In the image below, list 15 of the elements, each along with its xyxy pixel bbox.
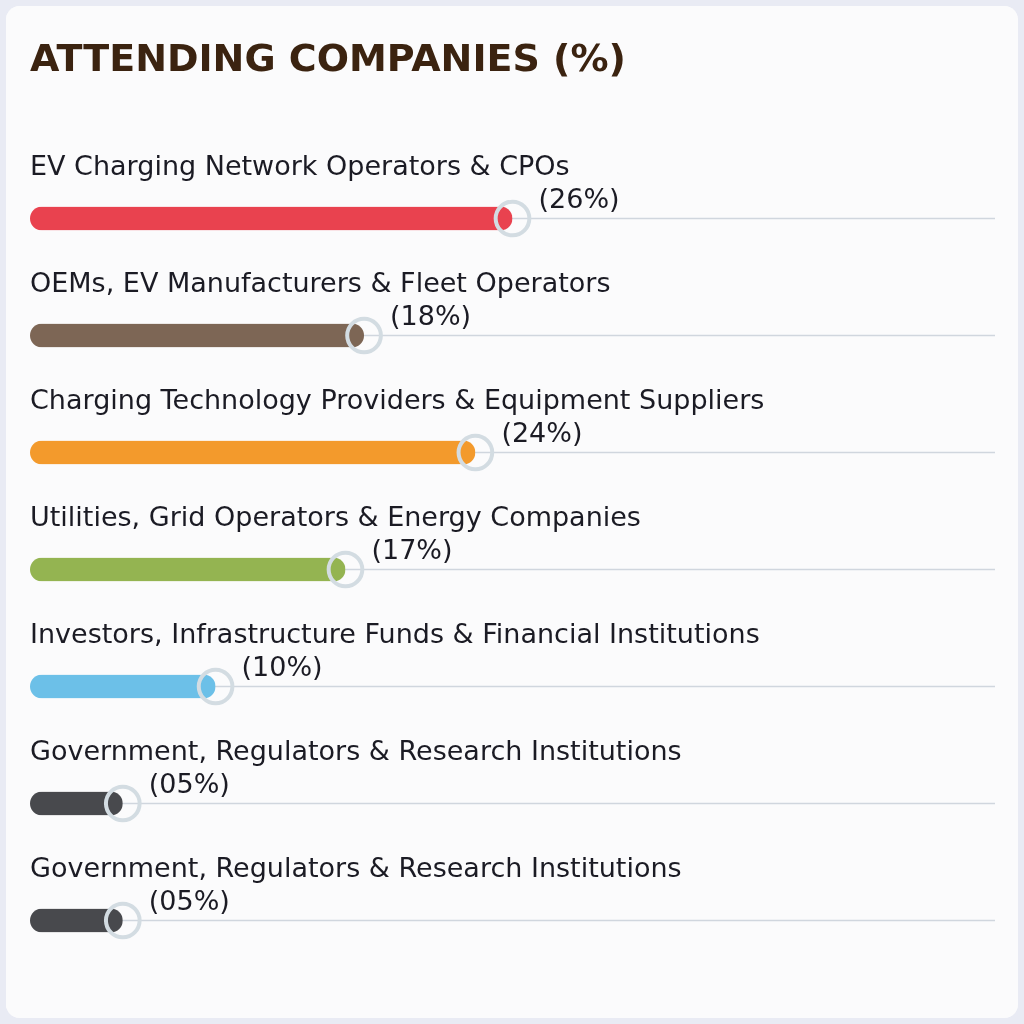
y-tick-label: EV Charging Network Operators & CPOs: [30, 149, 570, 181]
data-label: (05%): [148, 884, 230, 916]
data-label: (17%): [371, 533, 453, 565]
data-label: (05%): [148, 767, 230, 799]
data-label: (10%): [241, 650, 323, 682]
y-tick-label: Government, Regulators & Research Institutions: [30, 851, 682, 883]
data-label: (24%): [501, 416, 583, 448]
data-label: (18%): [390, 299, 472, 331]
y-tick-label: Investors, Infrastructure Funds & Financial Institutions: [30, 617, 760, 649]
data-label: (26%): [538, 182, 620, 214]
chart-title: ATTENDING COMPANIES (%): [30, 35, 626, 80]
y-tick-label: Utilities, Grid Operators & Energy Companies: [30, 500, 641, 532]
y-tick-label: Government, Regulators & Research Institutions: [30, 734, 682, 766]
y-tick-label: Charging Technology Providers & Equipment Suppliers: [30, 383, 765, 415]
y-tick-label: OEMs, EV Manufacturers & Fleet Operators: [30, 266, 611, 298]
